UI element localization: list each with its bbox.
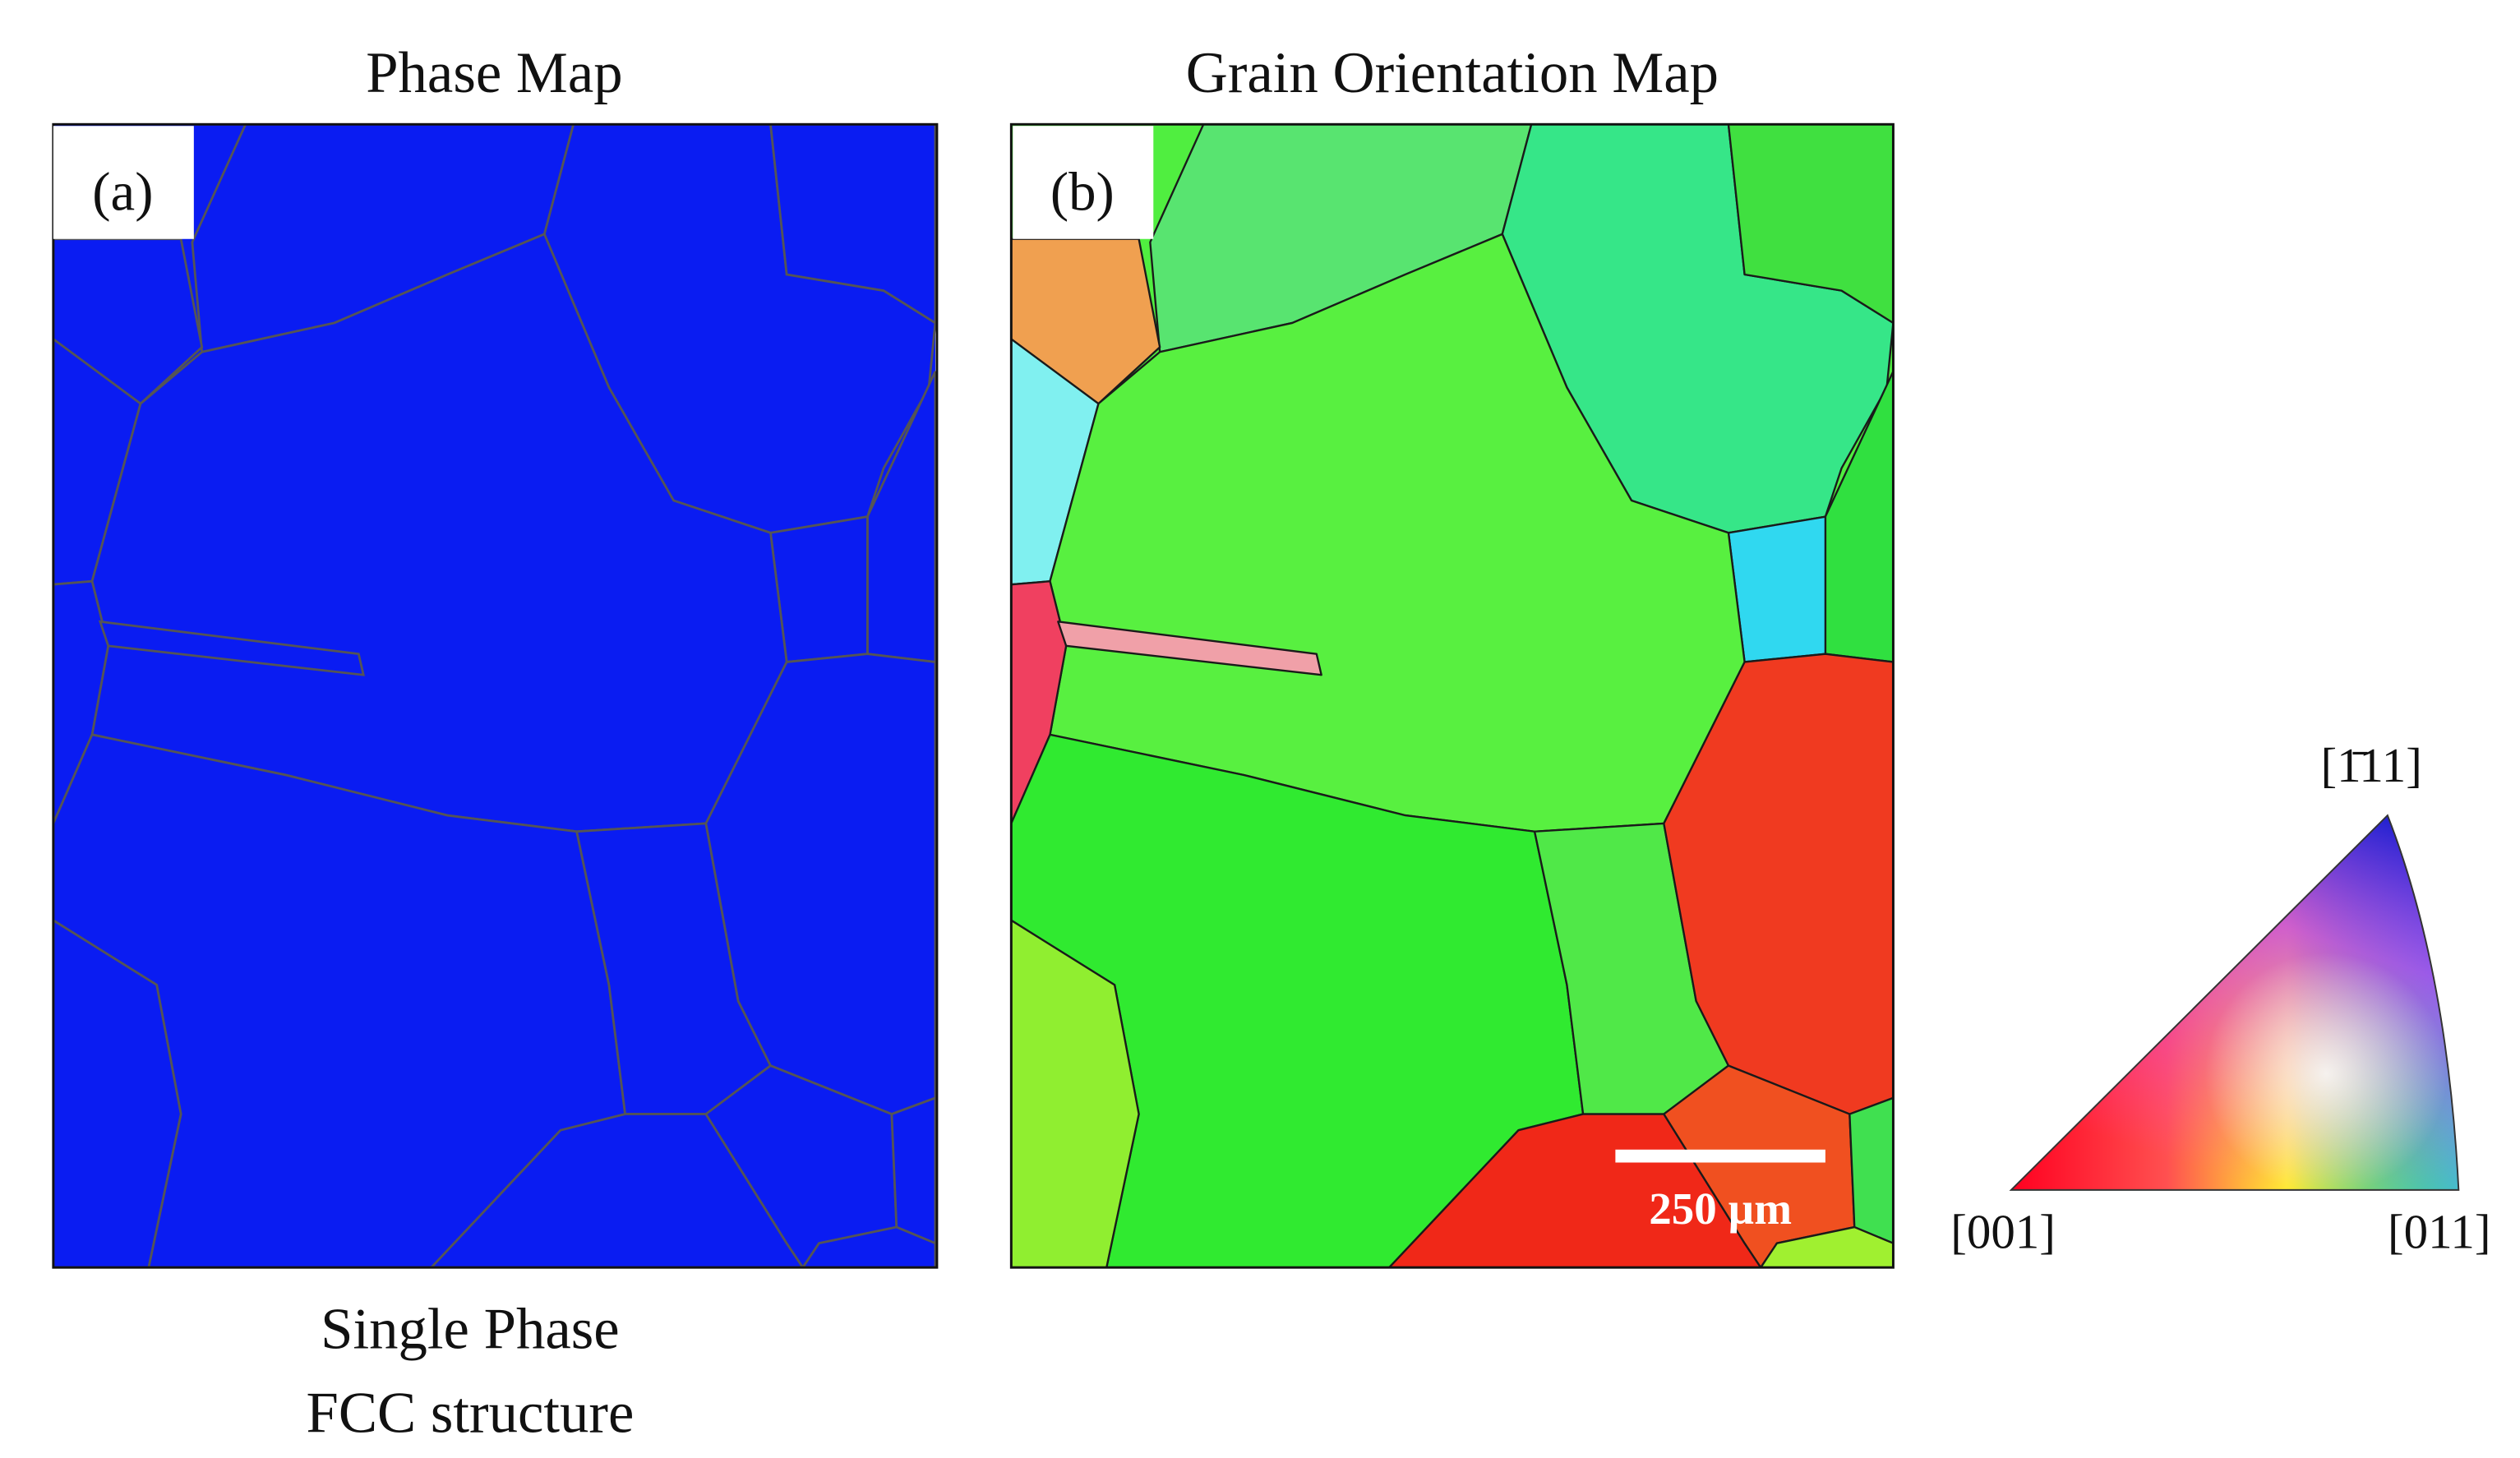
grain	[1727, 515, 1827, 663]
panel-label: (a)	[92, 161, 153, 222]
grain	[53, 919, 182, 1268]
panel-frame	[52, 122, 939, 1269]
panel-title: Grain Orientation Map	[1186, 41, 1719, 105]
orientation-map	[1011, 124, 1894, 1268]
panel-title: Phase Map	[366, 41, 622, 105]
grain	[1848, 1096, 1894, 1244]
grain	[53, 579, 110, 824]
label-box	[1013, 126, 1154, 239]
grain	[98, 620, 365, 676]
grain	[1011, 580, 1068, 825]
grain	[1011, 919, 1140, 1268]
grain	[801, 1225, 937, 1268]
panel-frame	[1009, 122, 1895, 1269]
ipf-legend: [1̄11] [001] [011]	[1950, 738, 2490, 1259]
caption: Single Phase	[321, 1297, 619, 1361]
grain	[1727, 124, 1894, 325]
legend-label: [001]	[1950, 1205, 2056, 1259]
ipf-outline	[2009, 814, 2460, 1191]
legend-label: [011]	[2388, 1205, 2491, 1259]
grain	[1760, 1225, 1894, 1268]
phase-grains	[53, 124, 937, 1268]
grain	[890, 1096, 937, 1245]
grain	[1057, 621, 1322, 676]
label-box	[53, 126, 194, 239]
phase-map	[53, 124, 937, 1268]
grain	[769, 124, 937, 325]
caption: FCC structure	[307, 1382, 635, 1446]
legend-label: [1̄11]	[2321, 738, 2422, 792]
panel-label: (b)	[1050, 161, 1115, 222]
scale-bar-label: 250 µm	[1649, 1183, 1792, 1234]
